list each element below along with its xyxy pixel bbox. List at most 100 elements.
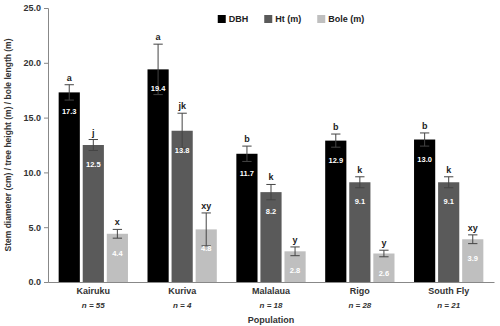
data-label: 13.8 <box>175 146 190 155</box>
bar <box>349 182 370 282</box>
error-bar-cap <box>65 84 74 85</box>
significance-letter: k <box>357 165 363 175</box>
data-label: 12.9 <box>328 156 343 165</box>
error-bar-stem <box>246 146 247 161</box>
legend-label: Ht (m) <box>275 14 301 24</box>
significance-letter: b <box>333 122 339 132</box>
error-bar-cap <box>355 187 364 188</box>
significance-letter: xy <box>201 201 211 211</box>
x-tick-label: South Fly <box>428 286 469 296</box>
legend-swatch <box>218 15 226 23</box>
data-label: 13.0 <box>417 155 432 164</box>
significance-letter: y <box>381 238 386 248</box>
error-bar <box>331 134 340 147</box>
error-bar-stem <box>383 250 384 257</box>
error-bar-cap <box>266 184 275 185</box>
sample-size-label: n = 28 <box>348 301 371 310</box>
marks <box>59 44 484 282</box>
error-bar-stem <box>182 113 183 148</box>
x-tick-label: Rigo <box>350 286 370 296</box>
y-tick: 25.0 <box>23 3 48 13</box>
bar <box>172 131 193 282</box>
y-tick-label: 15.0 <box>23 113 41 123</box>
y-tick-mark <box>44 8 48 9</box>
error-bar <box>113 229 122 238</box>
x-tick: Kairuku n = 55 <box>77 282 111 310</box>
error-bar-cap <box>89 139 98 140</box>
error-bar <box>420 133 429 146</box>
error-bar-cap <box>242 161 251 162</box>
bar <box>236 154 257 282</box>
error-bar-stem <box>117 229 118 238</box>
x-tick: South Flyn = 21 <box>428 282 469 310</box>
error-bar <box>89 140 98 151</box>
y-tick: 10.0 <box>23 168 48 178</box>
legend-label: Bole (m) <box>328 14 364 24</box>
y-tick-mark <box>44 118 48 119</box>
significance-letter: a <box>67 73 73 83</box>
y-tick-label: 0.0 <box>28 277 41 287</box>
error-bar-cap <box>468 234 477 235</box>
significance-letter: jk <box>177 101 187 111</box>
x-tick-label: Kairuku <box>77 286 111 296</box>
error-bar-cap <box>379 250 388 251</box>
sample-size-label: n = 4 <box>173 301 192 310</box>
sample-size-label: n = 55 <box>82 301 105 310</box>
data-label: 8.2 <box>266 207 276 216</box>
error-bar <box>379 250 388 257</box>
error-bar-cap <box>89 150 98 151</box>
error-bar-cap <box>65 100 74 101</box>
y-axis: 0.0 5.0 10.0 15.0 20.0 25.0 <box>23 3 48 287</box>
error-bar-cap <box>290 246 299 247</box>
bar <box>284 251 305 282</box>
error-bar-cap <box>153 44 162 45</box>
error-bar <box>177 113 186 148</box>
error-bar <box>242 146 251 161</box>
legend-item: DBH <box>218 14 249 24</box>
y-axis-title: Stem diameter (cm) / tree height (m) / b… <box>3 38 13 251</box>
y-tick-label: 10.0 <box>23 168 41 178</box>
error-bar-cap <box>420 132 429 133</box>
error-bar-cap <box>355 176 364 177</box>
error-bar-cap <box>420 146 429 147</box>
error-bar-cap <box>113 229 122 230</box>
significance-letter: b <box>244 134 250 144</box>
error-bar-cap <box>444 187 453 188</box>
error-bar-cap <box>290 255 299 256</box>
x-tick: Rigo n = 28 <box>348 282 371 310</box>
data-label: 9.1 <box>443 197 453 206</box>
bar <box>438 182 459 282</box>
sample-size-label: n = 18 <box>260 301 283 310</box>
error-bar-cap <box>331 147 340 148</box>
legend-swatch <box>264 15 272 23</box>
significance-letter: x <box>115 217 120 227</box>
x-axis: Kairuku n = 55 Kurivan = 4 Malalauan = 18 Ri… <box>49 282 495 310</box>
bar <box>260 192 281 282</box>
x-tick: Kurivan = 4 <box>168 282 197 310</box>
error-bar-stem <box>93 140 94 151</box>
error-bar-cap <box>468 243 477 244</box>
legend-item: Bole (m) <box>317 14 364 24</box>
significance-letter: k <box>446 165 452 175</box>
y-tick-mark <box>44 63 48 64</box>
error-bar <box>65 85 74 100</box>
error-bar <box>290 247 299 256</box>
y-tick: 20.0 <box>23 58 48 68</box>
error-bar <box>468 235 477 244</box>
error-bar-cap <box>202 212 211 213</box>
y-tick-label: 25.0 <box>23 3 41 13</box>
error-bar-stem <box>271 184 272 199</box>
error-bar-cap <box>266 199 275 200</box>
data-label: 19.4 <box>151 84 166 93</box>
significance-letter: xy <box>468 223 478 233</box>
legend-swatch <box>317 15 325 23</box>
error-bar <box>202 213 211 246</box>
significance-letter: b <box>422 121 428 131</box>
error-bar-stem <box>295 247 296 256</box>
error-bar-cap <box>113 238 122 239</box>
significance-letter: a <box>156 32 162 42</box>
y-tick: 5.0 <box>28 223 48 233</box>
error-bar <box>444 177 453 188</box>
x-tick: Malalauan = 18 <box>252 282 291 310</box>
error-bar-stem <box>69 85 70 100</box>
